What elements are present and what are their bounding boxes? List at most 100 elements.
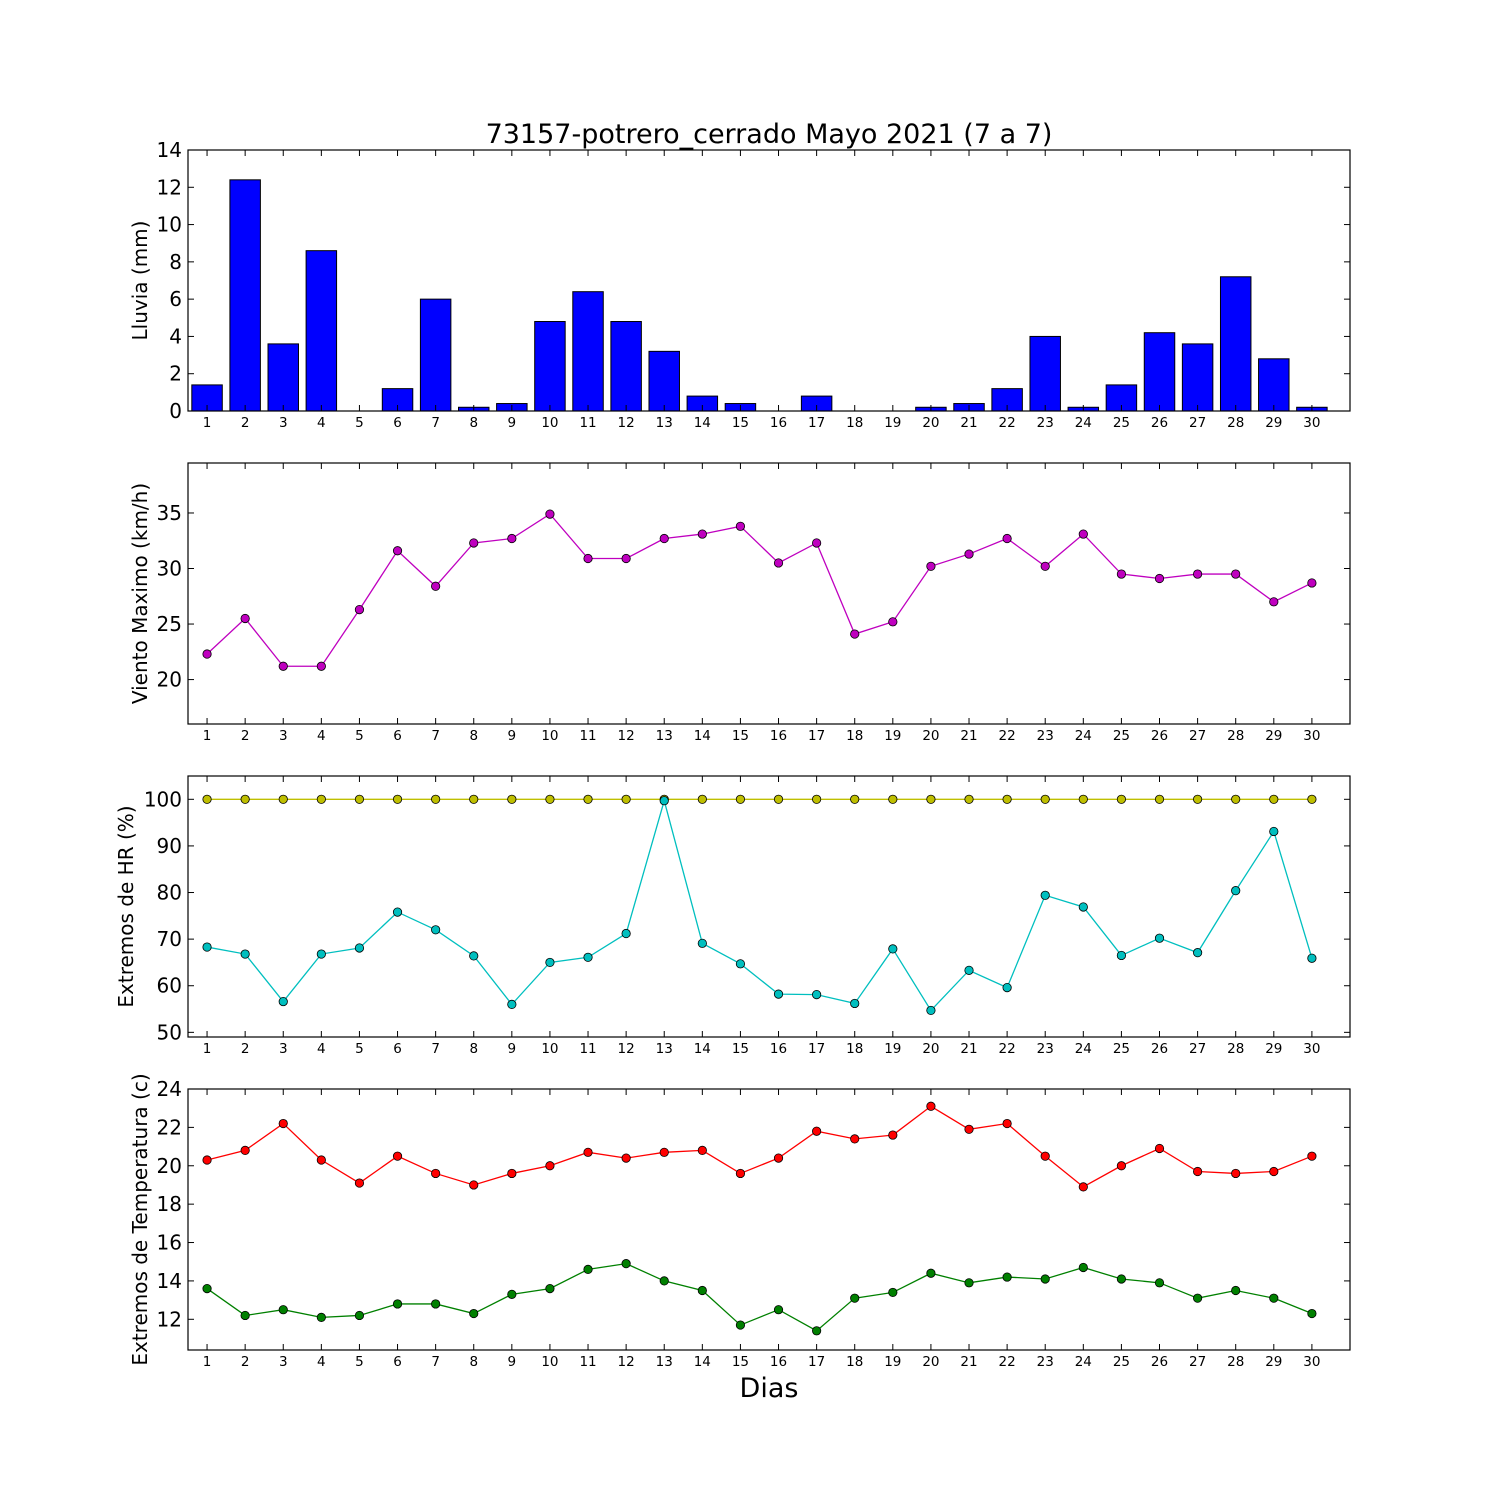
x-tick-label-day-30: 30 bbox=[1303, 728, 1320, 744]
x-tick-label-day-25: 25 bbox=[1113, 415, 1130, 431]
x-tick-label-day-11: 11 bbox=[579, 1354, 596, 1370]
series-2-line bbox=[206, 798, 1313, 1012]
series-2-point-day-8 bbox=[469, 951, 479, 961]
series-1-point-day-10 bbox=[545, 1161, 555, 1171]
series-2-point-day-18 bbox=[850, 998, 860, 1009]
x-tick-label-day-3: 3 bbox=[279, 1354, 288, 1370]
bar-day-10 bbox=[534, 321, 566, 412]
series-1-point-day-7 bbox=[431, 1168, 441, 1179]
y-tick-label: 30 bbox=[157, 557, 182, 581]
series-1-point-day-12 bbox=[621, 553, 631, 564]
y-tick-label: 22 bbox=[157, 1115, 182, 1139]
y-tick-label: 60 bbox=[157, 974, 182, 998]
x-tick-label-day-18: 18 bbox=[846, 728, 863, 744]
series-1-point-day-22 bbox=[1002, 533, 1012, 544]
y-tick-label: 4 bbox=[169, 324, 182, 348]
y-axis-label: Viento Maximo (km/h) bbox=[128, 483, 152, 704]
x-tick-label-day-12: 12 bbox=[618, 1354, 635, 1370]
series-1-point-day-22 bbox=[1002, 794, 1012, 804]
x-tick-label-day-2: 2 bbox=[241, 728, 250, 744]
series-2-point-day-3 bbox=[278, 996, 288, 1007]
y-tick-label: 8 bbox=[169, 250, 182, 274]
x-tick-label-day-9: 9 bbox=[508, 415, 517, 431]
series-1-point-day-16 bbox=[773, 1153, 784, 1163]
y-tick-label: 6 bbox=[169, 287, 182, 311]
series-1-point-day-29 bbox=[1269, 794, 1279, 804]
series-1-point-day-25 bbox=[1116, 794, 1127, 804]
x-tick-label-day-4: 4 bbox=[317, 728, 326, 744]
x-tick-label-day-5: 5 bbox=[355, 1354, 364, 1370]
x-tick-label-day-20: 20 bbox=[922, 728, 939, 744]
series-1-point-day-21 bbox=[964, 794, 974, 804]
series-1-point-day-2 bbox=[240, 1145, 250, 1156]
series-1-point-day-20 bbox=[926, 561, 936, 571]
x-tick-label-day-8: 8 bbox=[469, 415, 478, 431]
series-1-point-day-18 bbox=[850, 629, 860, 639]
series-1-point-day-2 bbox=[240, 613, 250, 624]
series-1-point-day-17 bbox=[812, 538, 822, 548]
axes-frame bbox=[187, 462, 1351, 725]
series-1-point-day-22 bbox=[1002, 1118, 1012, 1129]
series-2-point-day-17 bbox=[812, 1326, 822, 1336]
series-2-point-day-20 bbox=[926, 1005, 936, 1016]
x-tick-label-day-21: 21 bbox=[960, 1041, 977, 1057]
x-tick-label-day-15: 15 bbox=[732, 1041, 749, 1057]
x-tick-label-day-9: 9 bbox=[508, 1041, 517, 1057]
x-tick-label-day-2: 2 bbox=[241, 1041, 250, 1057]
y-tick-label: 90 bbox=[157, 834, 182, 858]
series-1-point-day-28 bbox=[1231, 794, 1241, 804]
x-tick-label-day-10: 10 bbox=[541, 1354, 558, 1370]
x-tick-label-day-26: 26 bbox=[1151, 415, 1168, 431]
series-1-point-day-16 bbox=[773, 794, 784, 804]
x-tick-label-day-15: 15 bbox=[732, 415, 749, 431]
x-tick-label-day-3: 3 bbox=[279, 728, 288, 744]
series-1-point-day-9 bbox=[507, 533, 517, 544]
series-1-point-day-21 bbox=[964, 1124, 974, 1134]
x-tick-label-day-4: 4 bbox=[317, 1354, 326, 1370]
series-2-point-day-2 bbox=[240, 949, 250, 959]
x-tick-label-day-8: 8 bbox=[469, 728, 478, 744]
x-tick-label-day-3: 3 bbox=[279, 415, 288, 431]
series-2-point-day-9 bbox=[507, 999, 517, 1009]
series-1-line bbox=[206, 513, 1313, 667]
x-tick-label-day-13: 13 bbox=[656, 415, 673, 431]
x-tick-label-day-16: 16 bbox=[770, 1041, 787, 1057]
x-tick-label-day-17: 17 bbox=[808, 728, 825, 744]
x-tick-label-day-4: 4 bbox=[317, 1041, 326, 1057]
bar-day-12 bbox=[610, 321, 642, 412]
x-tick-label-day-13: 13 bbox=[656, 1041, 673, 1057]
series-1-point-day-3 bbox=[278, 794, 288, 804]
series-2-point-day-7 bbox=[431, 925, 441, 935]
y-tick-label: 70 bbox=[157, 927, 182, 951]
bar-day-3 bbox=[267, 343, 299, 412]
series-1-point-day-25 bbox=[1116, 1161, 1127, 1171]
x-tick-label-day-1: 1 bbox=[203, 1354, 212, 1370]
series-1-point-day-24 bbox=[1078, 794, 1088, 804]
series-1-point-day-16 bbox=[773, 558, 784, 568]
x-tick-label-day-26: 26 bbox=[1151, 728, 1168, 744]
series-2-point-day-5 bbox=[354, 1310, 365, 1321]
series-2-point-day-2 bbox=[240, 1310, 250, 1321]
x-tick-label-day-24: 24 bbox=[1075, 728, 1092, 744]
x-tick-label-day-5: 5 bbox=[355, 1041, 364, 1057]
x-tick-label-day-25: 25 bbox=[1113, 1354, 1130, 1370]
series-1-point-day-5 bbox=[354, 1178, 365, 1188]
series-1-point-day-12 bbox=[621, 794, 631, 804]
x-tick-label-day-7: 7 bbox=[431, 1041, 440, 1057]
x-tick-label-day-8: 8 bbox=[469, 1354, 478, 1370]
series-1-point-day-4 bbox=[316, 794, 326, 804]
series-2-point-day-9 bbox=[507, 1289, 517, 1299]
series-1-point-day-19 bbox=[888, 1130, 898, 1140]
series-2-point-day-10 bbox=[545, 957, 555, 968]
series-1-point-day-4 bbox=[316, 1155, 326, 1165]
series-2-point-day-16 bbox=[773, 989, 784, 999]
series-2-point-day-12 bbox=[621, 1259, 631, 1269]
x-tick-label-day-7: 7 bbox=[431, 728, 440, 744]
x-tick-label-day-23: 23 bbox=[1037, 1354, 1054, 1370]
x-tick-label-day-5: 5 bbox=[355, 415, 364, 431]
x-tick-label-day-26: 26 bbox=[1151, 1041, 1168, 1057]
